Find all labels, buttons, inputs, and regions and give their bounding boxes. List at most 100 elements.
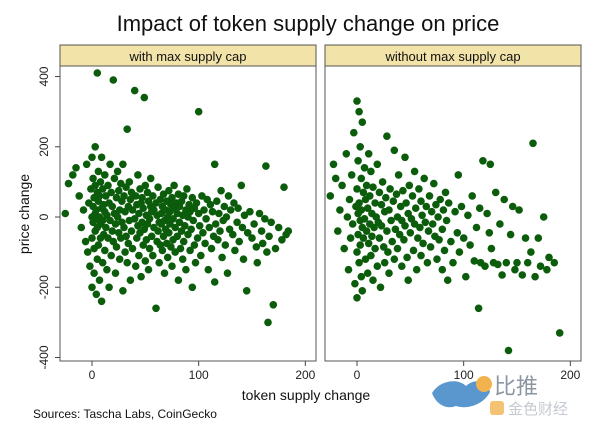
data-point	[483, 209, 491, 218]
x-axis-ticks-with-cap: 0 100 200	[89, 361, 316, 382]
data-point	[108, 227, 117, 235]
data-point	[336, 206, 344, 214]
data-point	[347, 171, 356, 179]
data-point	[383, 132, 391, 140]
data-point	[367, 251, 375, 260]
data-point	[235, 237, 243, 246]
data-point	[199, 229, 207, 237]
data-point	[206, 200, 215, 209]
data-point	[75, 192, 83, 200]
data-point	[518, 271, 527, 279]
data-point	[229, 230, 237, 239]
data-point	[400, 236, 408, 244]
data-point	[147, 232, 156, 241]
x-tick-label: 100	[454, 368, 474, 382]
data-point	[187, 225, 195, 234]
data-point	[369, 276, 377, 285]
data-point	[395, 230, 404, 239]
data-point	[106, 216, 114, 225]
data-point	[109, 76, 118, 84]
points-with-cap	[61, 69, 293, 327]
data-point	[69, 171, 77, 179]
data-point	[240, 211, 249, 220]
data-point	[375, 234, 384, 242]
data-point	[385, 206, 393, 214]
data-point	[361, 255, 370, 263]
data-point	[61, 209, 70, 218]
data-point	[485, 229, 494, 237]
data-point	[380, 258, 389, 267]
data-point	[545, 253, 553, 262]
data-point	[103, 265, 111, 274]
data-point	[468, 192, 477, 200]
data-point	[97, 153, 106, 162]
data-point	[340, 244, 349, 253]
data-point	[384, 248, 392, 256]
data-point	[451, 207, 459, 216]
data-point	[146, 174, 155, 183]
data-point	[130, 215, 139, 223]
data-point	[169, 215, 177, 223]
data-point	[486, 160, 495, 169]
y-tick-label: 400	[37, 66, 51, 86]
data-point	[345, 195, 354, 204]
data-point	[126, 276, 135, 285]
data-point	[252, 243, 261, 251]
data-point	[353, 97, 361, 105]
data-point	[284, 227, 293, 235]
data-point	[424, 227, 433, 235]
data-point	[353, 185, 361, 193]
data-point	[550, 258, 559, 267]
data-point	[470, 257, 479, 265]
data-point	[233, 218, 241, 227]
data-point	[475, 204, 484, 212]
data-point	[425, 192, 434, 200]
data-point	[140, 93, 149, 102]
data-point	[211, 220, 220, 228]
data-point	[93, 255, 102, 263]
y-tick-label: 200	[37, 136, 51, 156]
data-point	[491, 188, 500, 197]
data-point	[168, 193, 176, 202]
watermark-subtext: 金色财经	[508, 400, 568, 418]
data-point	[373, 160, 382, 169]
strip-label-with-cap: with max supply cap	[128, 49, 246, 64]
data-point	[141, 181, 150, 190]
data-point	[224, 192, 233, 200]
data-point	[182, 265, 190, 274]
data-point	[86, 262, 94, 271]
data-point	[165, 229, 173, 237]
data-point	[131, 262, 140, 271]
data-point	[358, 287, 367, 295]
data-point	[217, 186, 225, 195]
data-point	[487, 244, 496, 253]
data-point	[405, 181, 414, 190]
data-point	[377, 200, 386, 209]
data-point	[207, 244, 216, 253]
data-point	[267, 218, 276, 227]
data-point	[230, 199, 238, 207]
data-point	[356, 241, 365, 249]
data-point	[144, 265, 153, 274]
data-point	[94, 241, 103, 249]
data-point	[536, 262, 545, 271]
data-point	[107, 251, 115, 260]
data-point	[454, 171, 463, 179]
data-point	[367, 167, 375, 176]
data-point	[96, 178, 105, 186]
data-point	[543, 265, 551, 274]
data-point	[534, 234, 543, 242]
data-point	[416, 223, 424, 232]
data-point	[167, 243, 175, 251]
data-point	[163, 253, 172, 262]
data-point	[191, 258, 200, 267]
data-point	[436, 195, 445, 204]
data-point	[481, 262, 489, 271]
data-point	[334, 227, 342, 235]
data-point	[343, 213, 352, 221]
data-point	[257, 227, 266, 235]
data-point	[274, 223, 283, 232]
data-point	[64, 179, 73, 188]
data-point	[88, 283, 96, 292]
data-point	[101, 171, 109, 179]
